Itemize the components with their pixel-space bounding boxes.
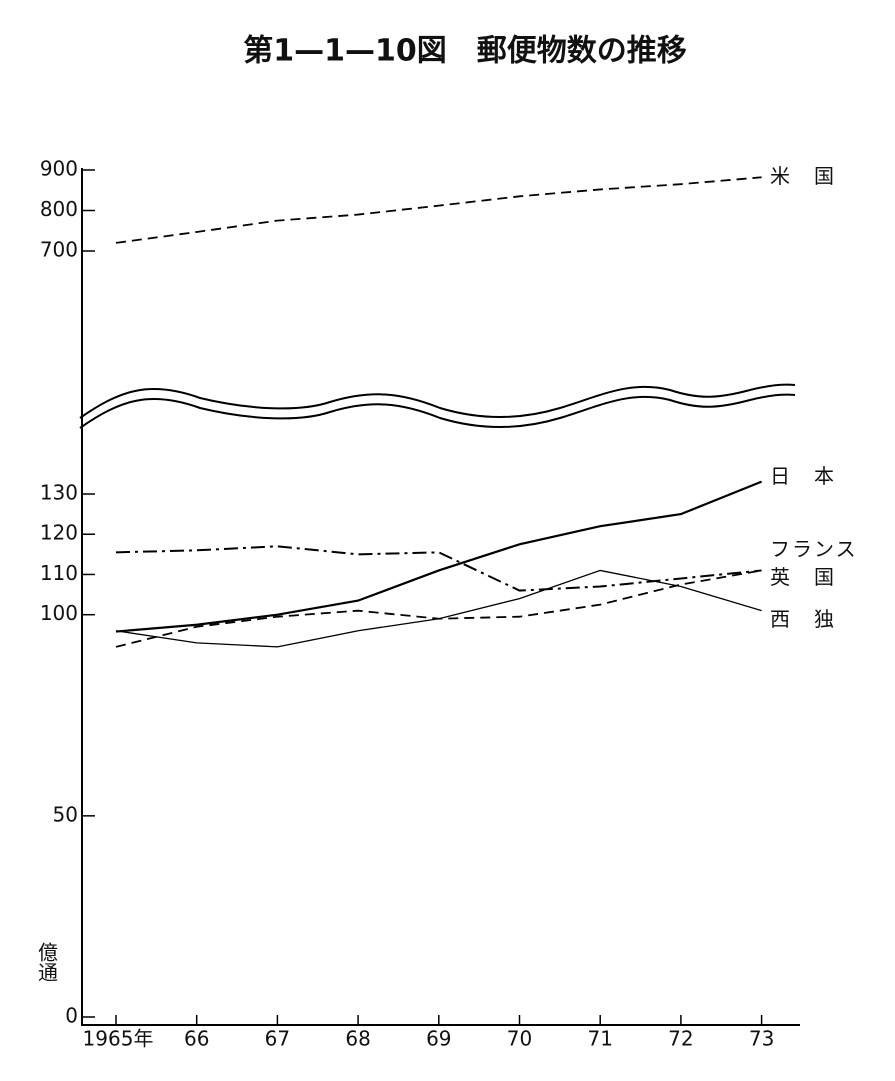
- x-tick-label: 70: [507, 1027, 532, 1051]
- x-tick-label: 1965年: [83, 1027, 154, 1051]
- axis-break: [79, 383, 796, 419]
- series-line: [115, 480, 763, 633]
- series-label: 日 本: [770, 464, 836, 488]
- y-tick-label: 0: [65, 1004, 78, 1028]
- y-tick-label: 110: [40, 561, 78, 585]
- y-tick-label: 100: [40, 601, 78, 625]
- series-line: [115, 569, 762, 648]
- series-label: 米 国: [770, 164, 836, 188]
- y-tick-label: 120: [40, 521, 78, 545]
- axis-break: [79, 393, 796, 429]
- x-tick-label: 68: [345, 1027, 370, 1051]
- x-tick-label: 69: [426, 1027, 451, 1051]
- x-tick-label: 72: [668, 1027, 693, 1051]
- y-unit: 億通: [35, 942, 59, 982]
- series-label: 英 国: [770, 565, 836, 589]
- y-tick-label: 130: [40, 481, 78, 505]
- series-label: 西 独: [770, 607, 836, 631]
- y-tick-label: 900: [40, 157, 78, 181]
- x-tick-label: 66: [184, 1027, 209, 1051]
- series-label: フランス: [770, 537, 858, 561]
- x-tick-label: 71: [587, 1027, 612, 1051]
- chart-title: 第1—1—10図 郵便物数の推移: [243, 34, 687, 69]
- y-tick-label: 800: [40, 197, 78, 221]
- y-tick-label: 50: [53, 802, 78, 826]
- y-tick-label: 700: [40, 238, 78, 262]
- series-line: [115, 569, 762, 648]
- series-line: [115, 176, 762, 244]
- x-tick-label: 67: [265, 1027, 290, 1051]
- x-tick-label: 73: [749, 1027, 774, 1051]
